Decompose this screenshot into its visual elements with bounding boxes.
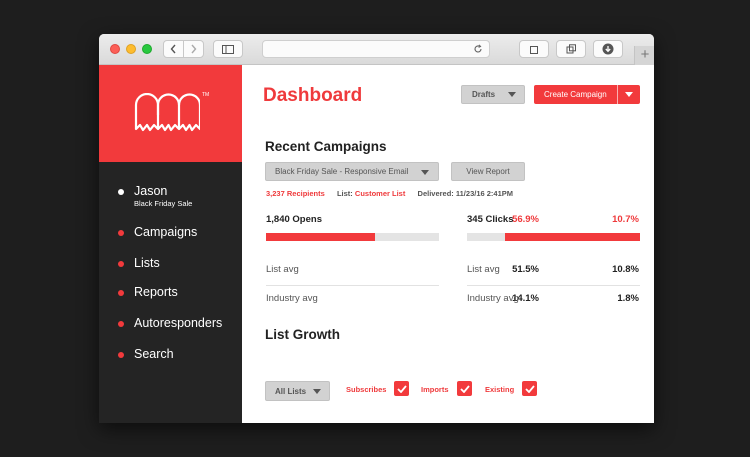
drafts-dropdown[interactable]: Drafts	[461, 85, 525, 104]
create-campaign-label: Create Campaign	[544, 90, 607, 99]
opens-progress-bar	[266, 233, 439, 241]
sidebar-item-label: Reports	[134, 285, 178, 299]
divider	[266, 285, 439, 286]
delivered-date: Delivered: 11/23/16 2:41PM	[417, 189, 514, 198]
forward-icon	[191, 44, 197, 54]
user-name: Jason	[134, 184, 168, 198]
lists-filter-label: All Lists	[275, 386, 307, 396]
clicks-industry-avg-value: 1.8%	[617, 293, 639, 304]
recipients-count: 3,237 Recipients	[266, 189, 325, 198]
back-button[interactable]	[163, 40, 184, 58]
sidebar-item-label: Search	[134, 347, 174, 361]
create-campaign-button[interactable]: Create Campaign	[534, 85, 640, 104]
list-link[interactable]: Customer List	[354, 189, 406, 198]
download-icon	[602, 43, 614, 55]
opens-industry-avg-label: Industry avg	[266, 293, 318, 304]
clicks-industry-avg-label: Industry avg	[467, 293, 519, 304]
chevron-down-icon	[508, 92, 517, 97]
browser-window: + TM Jason Black Friday Sale Campaigns L…	[99, 34, 654, 423]
view-report-label: View Report	[466, 167, 510, 176]
active-dot	[118, 189, 124, 195]
logo-panel: TM	[99, 65, 242, 162]
sidebar: TM Jason Black Friday Sale Campaigns Lis…	[99, 65, 242, 423]
existing-label: Existing	[485, 385, 515, 394]
reload-icon[interactable]	[473, 44, 483, 54]
user-campaign: Black Friday Sale	[134, 199, 193, 208]
opens-list-avg-label: List avg	[266, 264, 299, 275]
tabs-icon	[566, 44, 576, 54]
lists-filter-dropdown[interactable]: All Lists	[265, 381, 330, 401]
clicks-progress-bar	[467, 233, 640, 241]
nav-dot	[118, 321, 124, 327]
recent-campaigns-heading: Recent Campaigns	[265, 139, 387, 154]
clicks-percent: 10.7%	[612, 214, 639, 225]
clicks-list-avg-value: 10.8%	[612, 264, 639, 275]
main-content: Dashboard Drafts Create Campaign Recent …	[242, 65, 654, 423]
create-campaign-divider	[617, 85, 618, 104]
back-icon	[170, 44, 176, 54]
opens-label: 1,840 Opens	[266, 214, 322, 225]
sidebar-toggle-icon	[222, 44, 234, 54]
sidebar-toggle-button[interactable]	[213, 40, 243, 58]
divider	[467, 285, 640, 286]
list-prefix: List:	[336, 189, 353, 198]
opens-percent: 56.9%	[512, 214, 539, 225]
close-window-button[interactable]	[110, 44, 120, 54]
tabs-overview-button[interactable]	[556, 40, 586, 58]
sidebar-item-label: Campaigns	[134, 225, 198, 239]
sidebar-item-campaigns[interactable]: Campaigns	[118, 225, 197, 239]
subscribes-label: Subscribes	[346, 385, 387, 394]
forward-button[interactable]	[183, 40, 204, 58]
checkmark-icon	[459, 384, 470, 393]
share-icon	[530, 46, 538, 54]
clicks-progress-fill	[505, 233, 640, 241]
new-tab-icon: +	[640, 46, 650, 63]
imports-label: Imports	[421, 385, 449, 394]
browser-toolbar: +	[99, 34, 654, 65]
clicks-label: 345 Clicks	[467, 214, 514, 225]
opens-progress-fill	[266, 233, 375, 241]
clicks-list-avg-label: List avg	[467, 264, 500, 275]
nav-dot	[118, 230, 124, 236]
view-report-button[interactable]: View Report	[451, 162, 525, 181]
minimize-window-button[interactable]	[126, 44, 136, 54]
sidebar-item-search[interactable]: Search	[118, 347, 174, 361]
imports-checkbox[interactable]	[457, 381, 472, 396]
nav-dot	[118, 290, 124, 296]
new-tab-button[interactable]: +	[634, 46, 654, 65]
sidebar-item-reports[interactable]: Reports	[118, 285, 178, 299]
drafts-label: Drafts	[472, 90, 496, 99]
sidebar-user[interactable]: Jason Black Friday Sale	[118, 184, 192, 208]
address-bar[interactable]	[262, 40, 490, 58]
campaign-select[interactable]: Black Friday Sale - Responsive Email	[265, 162, 439, 181]
trademark-mark: TM	[202, 92, 210, 98]
campaign-select-value: Black Friday Sale - Responsive Email	[275, 167, 409, 176]
checkmark-icon	[396, 384, 407, 393]
zoom-window-button[interactable]	[142, 44, 152, 54]
checkmark-icon	[524, 384, 535, 393]
sidebar-item-label: Lists	[134, 256, 160, 270]
page-title: Dashboard	[263, 85, 363, 106]
sidebar-item-lists[interactable]: Lists	[118, 256, 160, 270]
chevron-down-icon	[313, 388, 322, 394]
list-growth-heading: List Growth	[265, 327, 340, 342]
chevron-down-icon[interactable]	[625, 92, 633, 97]
sidebar-item-label: Autoresponders	[134, 316, 223, 330]
share-button[interactable]	[519, 40, 549, 58]
opens-list-avg-value: 51.5%	[512, 264, 539, 275]
nav-dot	[118, 261, 124, 267]
nav-dot	[118, 352, 124, 358]
opens-industry-avg-value: 14.1%	[512, 293, 539, 304]
downloads-button[interactable]	[593, 40, 623, 58]
subscribes-checkbox[interactable]	[394, 381, 409, 396]
ghost-logo-icon[interactable]	[134, 93, 200, 135]
chevron-down-icon	[421, 170, 429, 175]
sidebar-item-autoresponders[interactable]: Autoresponders	[118, 316, 222, 330]
existing-checkbox[interactable]	[522, 381, 537, 396]
campaign-meta: 3,237 Recipients List: Customer List Del…	[266, 189, 513, 198]
